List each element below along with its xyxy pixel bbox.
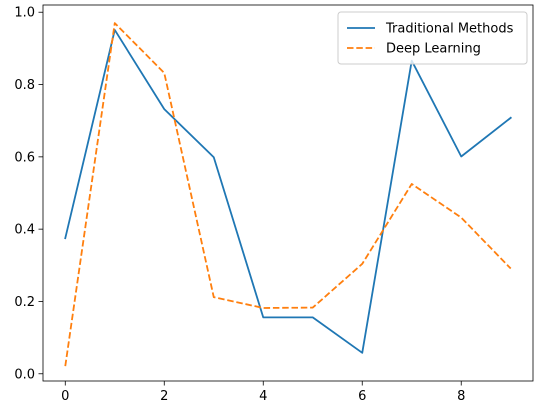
plot-frame [42, 4, 534, 382]
series-layer [64, 22, 512, 367]
y-tick-label-5: 1.0 [14, 6, 35, 21]
plot-area [43, 5, 533, 381]
y-tick-label-0: 0.0 [14, 367, 35, 382]
series-line-0 [64, 29, 512, 354]
y-axis: 0.0 0.2 0.4 0.6 0.8 1.0 [14, 6, 43, 382]
x-tick-label-1: 2 [160, 389, 168, 404]
x-tick-label-4: 8 [457, 389, 465, 404]
x-tick-label-3: 6 [358, 389, 366, 404]
x-tick-label-2: 4 [259, 389, 267, 404]
legend-label-1: Deep Learning [386, 42, 481, 57]
series-line-1 [64, 22, 512, 367]
x-axis: 0 2 4 6 8 [61, 381, 465, 404]
y-tick-label-3: 0.6 [14, 150, 35, 165]
legend: Traditional Methods Deep Learning [337, 11, 528, 65]
legend-box [337, 11, 528, 65]
y-tick-label-1: 0.2 [14, 295, 35, 310]
y-tick-label-2: 0.4 [14, 223, 35, 238]
y-tick-label-4: 0.8 [14, 78, 35, 93]
legend-label-0: Traditional Methods [385, 22, 514, 37]
x-tick-label-0: 0 [61, 389, 69, 404]
